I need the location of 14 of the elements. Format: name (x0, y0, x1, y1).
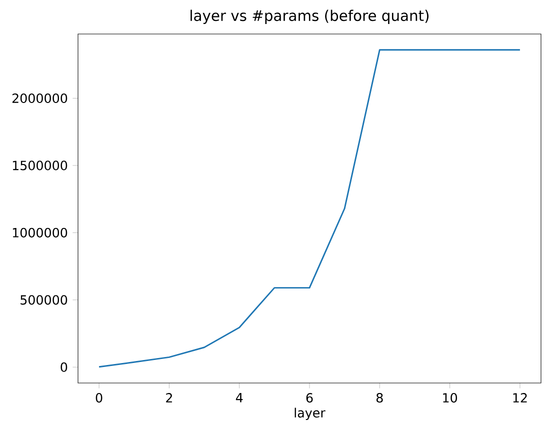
x-tick-label: 8 (376, 393, 383, 403)
y-tick-label: 1000000 (12, 228, 68, 238)
y-tick-label: 2000000 (12, 93, 68, 104)
y-tick-label: 500000 (20, 295, 68, 305)
x-tick-label: 2 (166, 393, 172, 402)
x-tick-label: 4 (236, 393, 243, 402)
x-tick-label: 12 (513, 393, 527, 402)
y-tick-label: 0 (60, 362, 68, 372)
x-tick-label: 0 (96, 393, 102, 403)
x-axis-title: layer (294, 408, 326, 420)
y-tick-label: 1500000 (12, 160, 68, 170)
x-tick-label: 10 (443, 393, 458, 403)
chart-title: layer vs #params (before quant) (190, 10, 429, 24)
x-tick-label: 6 (306, 393, 313, 403)
